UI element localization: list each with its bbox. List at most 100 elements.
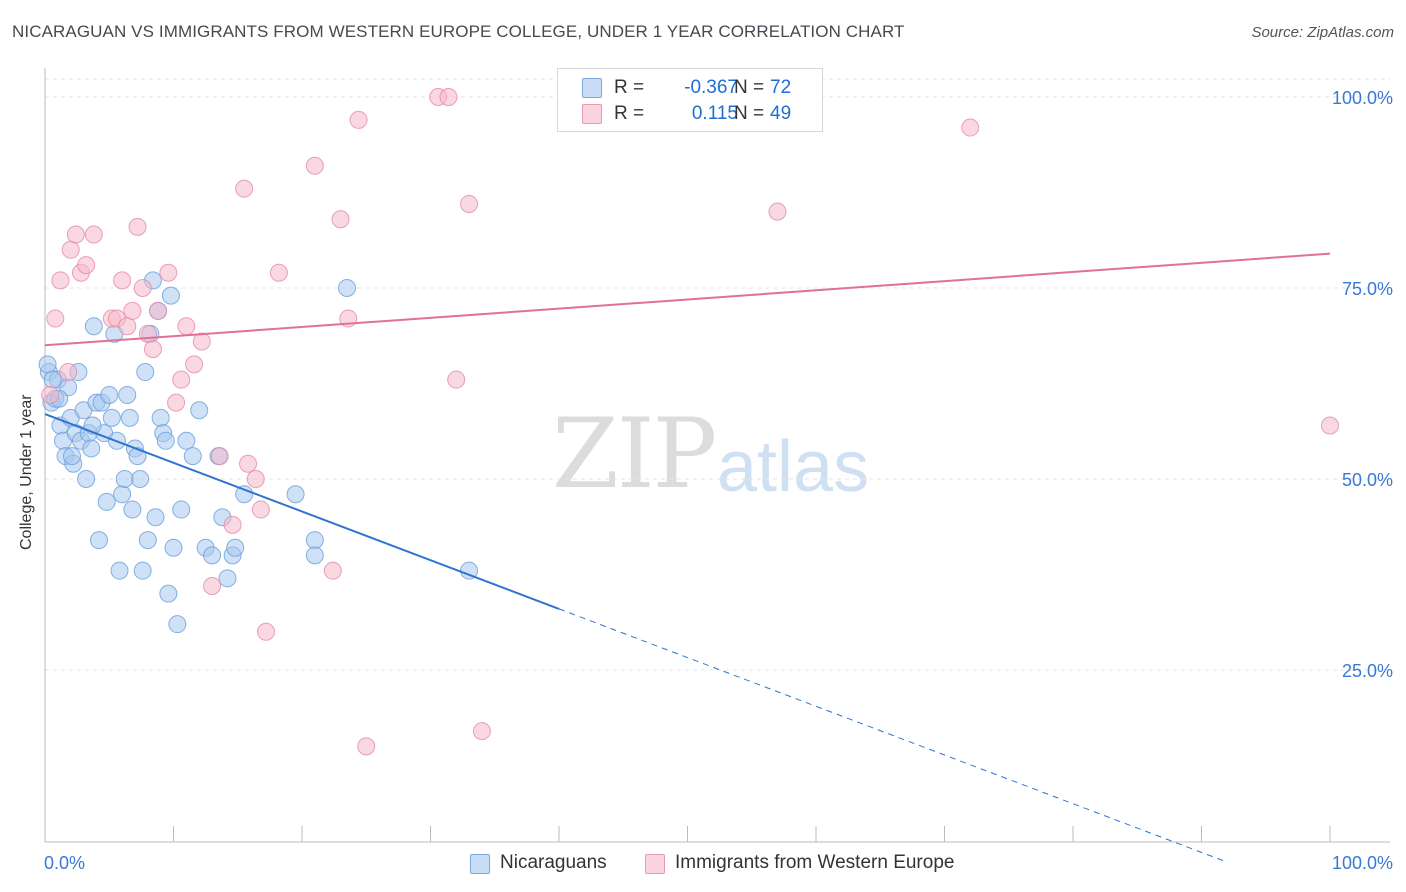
point-western-europe-22 bbox=[177, 317, 196, 336]
y-tick-label-100: 100.0% bbox=[1332, 88, 1393, 108]
point-western-europe-3 bbox=[59, 363, 78, 382]
point-western-europe-28 bbox=[235, 179, 254, 198]
legend-label-western-europe: Immigrants from Western Europe bbox=[675, 852, 955, 873]
point-nicaraguans-35 bbox=[131, 470, 150, 488]
point-nicaraguans-41 bbox=[146, 508, 165, 527]
point-western-europe-25 bbox=[203, 576, 222, 595]
point-nicaraguans-32 bbox=[123, 500, 142, 519]
r-value: 0.115 bbox=[691, 103, 738, 124]
point-western-europe-5 bbox=[66, 225, 85, 244]
y-axis-label: College, Under 1 year bbox=[18, 394, 35, 550]
point-western-europe-47 bbox=[961, 118, 980, 137]
point-western-europe-2 bbox=[51, 271, 70, 290]
point-western-europe-20 bbox=[167, 393, 186, 412]
point-western-europe-13 bbox=[123, 301, 142, 320]
point-western-europe-23 bbox=[185, 355, 204, 374]
point-nicaraguans-31 bbox=[120, 408, 139, 427]
point-nicaraguans-19 bbox=[89, 531, 108, 550]
trend-line-nicaraguans bbox=[44, 413, 560, 610]
point-nicaraguans-58 bbox=[218, 569, 237, 588]
point-nicaraguans-43 bbox=[151, 408, 170, 427]
point-western-europe-31 bbox=[251, 500, 270, 519]
point-nicaraguans-65 bbox=[337, 279, 356, 297]
point-nicaraguans-61 bbox=[235, 485, 254, 504]
point-nicaraguans-24 bbox=[102, 408, 121, 427]
legend-label-nicaraguans: Nicaraguans bbox=[500, 852, 607, 873]
point-western-europe-33 bbox=[269, 263, 288, 282]
y-tick-label-25: 25.0% bbox=[1342, 661, 1393, 681]
point-western-europe-11 bbox=[113, 271, 132, 290]
point-western-europe-14 bbox=[128, 217, 147, 236]
point-western-europe-32 bbox=[257, 622, 276, 641]
point-western-europe-44 bbox=[472, 722, 491, 741]
point-western-europe-12 bbox=[118, 317, 137, 336]
point-western-europe-21 bbox=[172, 370, 191, 389]
point-western-europe-29 bbox=[239, 454, 258, 473]
point-nicaraguans-52 bbox=[183, 447, 202, 466]
point-nicaraguans-70 bbox=[62, 447, 81, 466]
point-western-europe-16 bbox=[138, 324, 157, 343]
n-label: N = bbox=[734, 103, 765, 124]
point-western-europe-26 bbox=[210, 447, 229, 466]
point-nicaraguans-38 bbox=[138, 531, 157, 550]
point-nicaraguans-47 bbox=[161, 286, 180, 305]
point-western-europe-39 bbox=[357, 737, 376, 756]
point-nicaraguans-16 bbox=[82, 439, 101, 458]
point-western-europe-35 bbox=[323, 561, 342, 580]
point-western-europe-36 bbox=[331, 210, 350, 229]
point-western-europe-38 bbox=[349, 110, 368, 129]
point-nicaraguans-64 bbox=[305, 546, 324, 565]
point-nicaraguans-51 bbox=[177, 431, 196, 450]
point-western-europe-1 bbox=[46, 309, 65, 328]
point-nicaraguans-29 bbox=[115, 470, 134, 488]
r-label: R = bbox=[614, 77, 645, 98]
point-nicaraguans-14 bbox=[77, 470, 96, 488]
point-nicaraguans-63 bbox=[305, 531, 324, 550]
n-label: N = bbox=[734, 77, 765, 98]
stats-swatch-western-europe bbox=[582, 104, 602, 124]
watermark-atlas: atlas bbox=[717, 427, 870, 507]
r-value: -0.367 bbox=[684, 77, 738, 98]
watermark-zip: ZIP bbox=[552, 398, 717, 510]
point-nicaraguans-34 bbox=[128, 447, 147, 466]
point-nicaraguans-17 bbox=[84, 317, 103, 336]
y-tick-label-75: 75.0% bbox=[1342, 279, 1393, 299]
point-nicaraguans-60 bbox=[226, 538, 245, 557]
point-western-europe-41 bbox=[439, 88, 458, 106]
point-western-europe-15 bbox=[133, 279, 152, 297]
point-nicaraguans-36 bbox=[133, 561, 152, 580]
point-nicaraguans-27 bbox=[110, 561, 129, 580]
r-label: R = bbox=[614, 103, 645, 124]
point-western-europe-48 bbox=[1321, 416, 1339, 435]
point-nicaraguans-28 bbox=[113, 485, 132, 504]
point-western-europe-46 bbox=[768, 202, 787, 221]
point-western-europe-17 bbox=[143, 340, 162, 359]
point-nicaraguans-22 bbox=[97, 492, 116, 511]
point-nicaraguans-23 bbox=[100, 385, 119, 404]
point-nicaraguans-67 bbox=[38, 355, 57, 374]
point-western-europe-19 bbox=[159, 263, 178, 282]
point-nicaraguans-48 bbox=[164, 538, 183, 557]
point-western-europe-8 bbox=[84, 225, 103, 244]
stats-legend: R = -0.367 N = 72 R = 0.115 N = 49 bbox=[557, 68, 823, 132]
point-nicaraguans-37 bbox=[136, 363, 155, 382]
legend-swatch-nicaraguans bbox=[470, 854, 490, 874]
point-nicaraguans-46 bbox=[159, 584, 178, 603]
point-western-europe-30 bbox=[246, 470, 265, 488]
point-nicaraguans-30 bbox=[118, 385, 137, 404]
legend-swatch-western-europe bbox=[645, 854, 665, 874]
point-nicaraguans-53 bbox=[190, 401, 209, 420]
chart-title: NICARAGUAN VS IMMIGRANTS FROM WESTERN EU… bbox=[12, 22, 905, 41]
point-nicaraguans-49 bbox=[168, 615, 187, 634]
point-western-europe-18 bbox=[149, 301, 168, 320]
source-label: Source: ZipAtlas.com bbox=[1251, 24, 1394, 41]
point-nicaraguans-62 bbox=[286, 485, 305, 504]
point-western-europe-24 bbox=[192, 332, 211, 351]
y-tick-label-50: 50.0% bbox=[1342, 470, 1393, 490]
n-value: 49 bbox=[770, 103, 792, 124]
series-legend: Nicaraguans Immigrants from Western Euro… bbox=[0, 852, 1406, 878]
trend-line-western-europe bbox=[44, 252, 1331, 347]
point-nicaraguans-50 bbox=[172, 500, 191, 519]
point-western-europe-0 bbox=[41, 385, 60, 404]
